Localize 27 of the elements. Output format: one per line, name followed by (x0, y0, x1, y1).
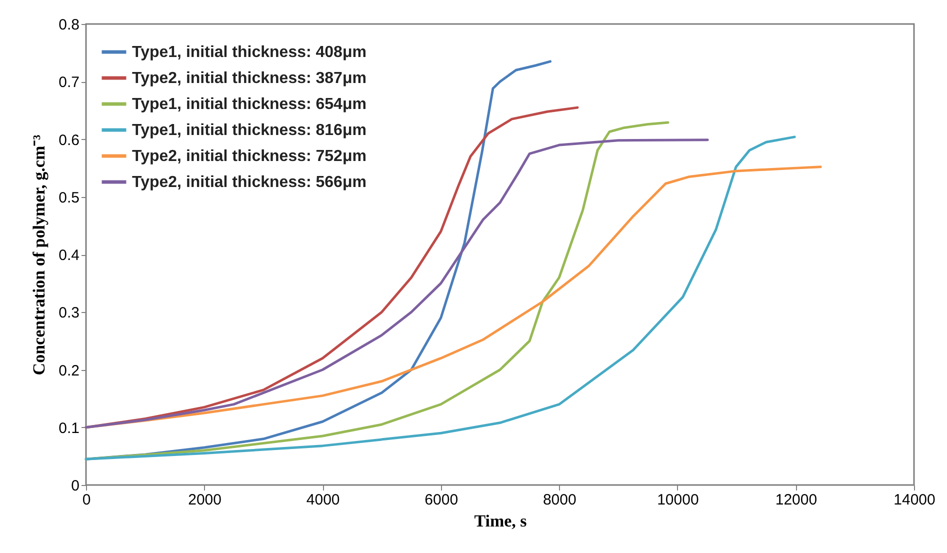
y-tick-label: 0.2 (58, 362, 80, 380)
y-tick-label: 0.4 (58, 247, 80, 264)
y-tick-label: 0.8 (58, 16, 80, 34)
legend-label: Type1, initial thickness: 654μm (132, 96, 366, 113)
y-axis-title: Concentration of polymer, g.cm⁻³ (30, 134, 49, 376)
x-tick-label: 10000 (657, 492, 699, 508)
x-tick-label: 2000 (188, 492, 222, 508)
x-tick-label: 6000 (424, 492, 458, 508)
x-tick-label: 12000 (775, 492, 818, 508)
x-axis-title: Time, s (474, 512, 528, 530)
line-series (84, 121, 670, 460)
y-tick-label: 0.5 (58, 189, 80, 206)
y-tick-label: 0 (71, 478, 80, 494)
y-tick-label: 0.6 (58, 132, 80, 149)
legend-label: Type2, initial thickness: 566μm (132, 174, 366, 191)
y-tick-label: 0.1 (58, 420, 80, 437)
y-tick-label: 0.3 (58, 304, 80, 322)
legend-label: Type2, initial thickness: 752μm (132, 148, 366, 165)
y-tick-label: 0.7 (58, 74, 80, 92)
legend-label: Type2, initial thickness: 387μm (132, 70, 366, 87)
x-tick-label: 8000 (542, 492, 576, 508)
legend-label: Type1, initial thickness: 816μm (132, 122, 366, 139)
legend-label: Type1, initial thickness: 408μm (132, 44, 366, 61)
x-tick-label: 0 (82, 492, 91, 508)
x-tick-label: 4000 (306, 492, 340, 508)
line-series (84, 138, 709, 429)
x-tick-label: 14000 (894, 492, 936, 508)
